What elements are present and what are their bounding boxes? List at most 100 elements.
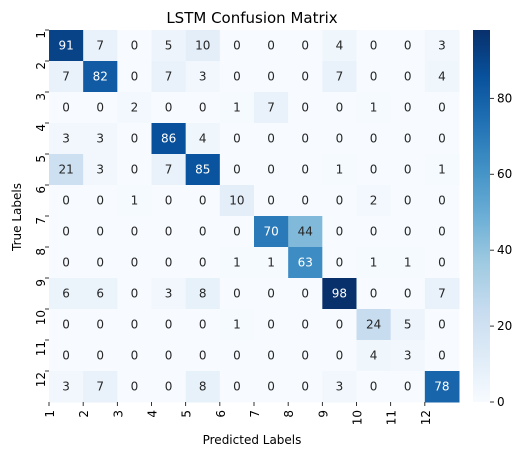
heatmap-cell xyxy=(356,123,392,155)
cell-value-label: 1 xyxy=(131,194,139,208)
heatmap-cell xyxy=(185,154,221,186)
heatmap-cell xyxy=(356,371,392,403)
cell-value-label: 0 xyxy=(301,70,309,84)
cell-value-label: 0 xyxy=(301,101,309,115)
cell-value-label: 3 xyxy=(96,132,104,146)
heatmap-cell xyxy=(219,61,255,93)
cell-value-label: 0 xyxy=(301,194,309,208)
cell-value-label: 0 xyxy=(233,349,241,363)
heatmap-cell xyxy=(151,340,187,372)
heatmap-cell xyxy=(288,247,323,279)
heatmap-cell xyxy=(151,154,187,186)
cell-value-label: 10 xyxy=(229,194,244,208)
cell-value-label: 0 xyxy=(131,318,139,332)
heatmap-cell xyxy=(356,278,392,310)
cell-value-label: 0 xyxy=(131,256,139,270)
cell-value-label: 7 xyxy=(62,70,70,84)
heatmap-cell xyxy=(390,216,426,248)
heatmap-cell xyxy=(254,340,289,372)
heatmap-cell xyxy=(151,123,187,155)
heatmap-cell xyxy=(390,92,426,124)
heatmap-cell xyxy=(424,154,460,186)
cell-value-label: 0 xyxy=(131,70,139,84)
colorbar-tick-label: 60 xyxy=(497,167,512,181)
heatmap-cell xyxy=(424,278,460,310)
cell-value-label: 24 xyxy=(366,318,381,332)
cell-value-label: 70 xyxy=(263,225,278,239)
cell-value-label: 0 xyxy=(370,132,378,146)
heatmap-cell xyxy=(322,92,357,124)
heatmap-cell xyxy=(49,185,84,217)
cell-value-label: 0 xyxy=(96,101,104,115)
cell-value-label: 3 xyxy=(199,70,207,84)
cell-value-label: 0 xyxy=(336,194,344,208)
heatmap-cell xyxy=(151,185,187,217)
cell-value-label: 0 xyxy=(131,163,139,177)
cell-value-label: 7 xyxy=(96,380,104,394)
heatmap-cell xyxy=(356,30,392,62)
y-tick-label: 3 xyxy=(34,93,48,101)
heatmap-cell xyxy=(185,278,221,310)
heatmap-cell xyxy=(288,340,323,372)
heatmap-cell xyxy=(83,30,118,62)
colorbar-tick-label: 0 xyxy=(497,395,505,409)
cell-value-label: 0 xyxy=(267,70,275,84)
heatmap-cell xyxy=(356,92,392,124)
cell-value-label: 0 xyxy=(199,225,207,239)
cell-value-label: 3 xyxy=(404,349,412,363)
cell-value-label: 0 xyxy=(62,256,70,270)
colorbar-ticks: 0 20 40 60 80 xyxy=(490,91,512,409)
cell-value-label: 0 xyxy=(233,380,241,394)
cell-value-label: 0 xyxy=(62,318,70,332)
cell-value-label: 1 xyxy=(336,163,344,177)
heatmap-cell xyxy=(83,92,118,124)
x-tick-label: 1 xyxy=(43,410,57,418)
cell-value-label: 0 xyxy=(267,287,275,301)
x-tick-label: 8 xyxy=(282,410,296,418)
heatmap-cell xyxy=(185,61,221,93)
y-tick-label: 9 xyxy=(34,279,48,287)
heatmap-cell xyxy=(322,30,357,62)
cell-value-label: 2 xyxy=(131,101,139,115)
cell-value-label: 0 xyxy=(131,380,139,394)
heatmap-cell xyxy=(356,154,392,186)
x-tick-label: 11 xyxy=(385,410,399,425)
heatmap-cell xyxy=(83,154,118,186)
heatmap-cell xyxy=(49,123,84,155)
heatmap-cell xyxy=(83,371,118,403)
cell-value-label: 0 xyxy=(438,132,446,146)
x-tick-label: 10 xyxy=(351,410,365,425)
heatmap-cell xyxy=(254,154,289,186)
cell-value-label: 0 xyxy=(370,225,378,239)
heatmap-cell xyxy=(49,61,84,93)
x-tick-label: 12 xyxy=(419,410,433,425)
cell-value-label: 4 xyxy=(438,70,446,84)
heatmap-cell xyxy=(83,185,118,217)
heatmap-cell xyxy=(49,371,84,403)
cell-value-label: 0 xyxy=(370,39,378,53)
cell-value-label: 98 xyxy=(332,287,347,301)
colorbar-tick-label: 80 xyxy=(497,91,512,105)
cell-value-label: 0 xyxy=(370,380,378,394)
cell-value-label: 3 xyxy=(62,132,70,146)
cell-value-label: 0 xyxy=(165,256,173,270)
cell-value-label: 0 xyxy=(267,39,275,53)
cell-value-label: 0 xyxy=(404,39,412,53)
x-axis-ticks: 1 2 3 4 5 6 7 8 9 10 11 12 xyxy=(43,402,433,425)
cell-value-label: 0 xyxy=(370,70,378,84)
cell-value-label: 0 xyxy=(165,349,173,363)
cell-value-label: 0 xyxy=(131,287,139,301)
heatmap-cell xyxy=(219,154,255,186)
heatmap-cell xyxy=(254,278,289,310)
heatmap-cell xyxy=(219,247,255,279)
y-tick-label: 6 xyxy=(34,186,48,194)
heatmap-cells xyxy=(49,30,460,403)
cell-value-label: 0 xyxy=(62,349,70,363)
cell-value-label: 4 xyxy=(336,39,344,53)
heatmap-cell xyxy=(117,278,152,310)
heatmap-cell xyxy=(288,309,323,341)
x-tick-label: 7 xyxy=(248,410,262,418)
heatmap-cell xyxy=(117,309,152,341)
cell-value-label: 0 xyxy=(131,349,139,363)
cell-value-label: 3 xyxy=(96,163,104,177)
